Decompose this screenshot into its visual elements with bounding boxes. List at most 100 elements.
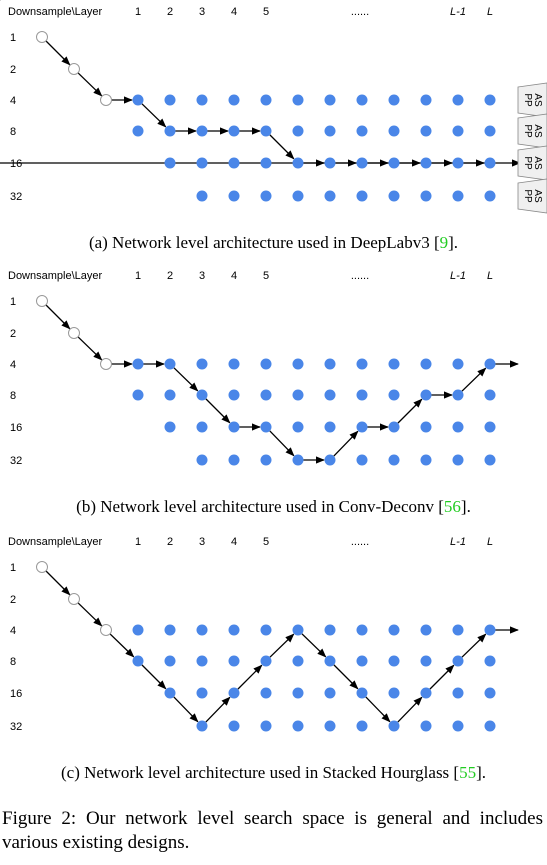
path-edge (45, 40, 71, 66)
figure-caption: Figure 2: Our network level search space… (2, 808, 543, 853)
downsample-row-label: 8 (10, 656, 16, 668)
cell-node (484, 687, 496, 699)
cell-node (292, 687, 304, 699)
panel-c-citation[interactable]: 55 (459, 763, 477, 782)
downsample-row-label: 16 (10, 688, 22, 700)
cell-node (260, 358, 272, 370)
header-layer-label: 1 (135, 6, 141, 18)
panel-b-citation[interactable]: 56 (443, 497, 461, 516)
header-layer-label: L-1 (450, 6, 466, 18)
cell-node (420, 94, 432, 106)
cell-node (452, 389, 464, 401)
cell-node (452, 655, 464, 667)
header-layer-label: 2 (167, 270, 173, 282)
header-layer-label: 2 (167, 6, 173, 18)
header-layer-label: 1 (135, 536, 141, 548)
cell-node (228, 421, 240, 433)
cell-node (324, 125, 336, 137)
cell-node (452, 125, 464, 137)
cell-node (356, 720, 368, 732)
cell-node (292, 720, 304, 732)
header-layer-label: 4 (231, 6, 237, 18)
panel-a-caption: (a) Network level architecture used in D… (0, 233, 547, 253)
cell-node (452, 358, 464, 370)
cell-node (388, 720, 400, 732)
path-edge (429, 664, 455, 690)
path-edge (173, 696, 199, 723)
panel-b-conv-deconv: Downsample\Layer 1 2 3 4 5...... L-1 L 1 2 4 8 16 32 (0, 264, 547, 494)
header-layer-label: L-1 (450, 270, 466, 282)
cell-node (484, 157, 496, 169)
panel-a-deeplabv3: Downsample\Layer 1 2 3 4 5...... L-1 L 1 2 4 8 16 32 A… (0, 0, 547, 230)
cell-node (292, 157, 304, 169)
aspp-box: ASPP (517, 178, 547, 214)
aspp-label: ASPP (522, 93, 543, 107)
stem-node (100, 94, 112, 106)
cell-node (164, 157, 176, 169)
path-edge (269, 134, 295, 160)
header-corner-label: Downsample\Layer (8, 536, 102, 548)
cell-node (420, 624, 432, 636)
cell-node (228, 358, 240, 370)
cell-node (420, 389, 432, 401)
downsample-row-label: 8 (10, 126, 16, 138)
aspp-box: ASPP (517, 145, 547, 181)
aspp-label: ASPP (522, 189, 543, 203)
cell-node (356, 624, 368, 636)
cell-node (196, 94, 208, 106)
panel-c-caption-end: ]. (476, 763, 487, 782)
cell-node (452, 94, 464, 106)
cell-node (196, 125, 208, 137)
header-corner-label: Downsample\Layer (8, 270, 102, 282)
header-layer-label: 1 (135, 270, 141, 282)
cell-node (260, 655, 272, 667)
downsample-row-label: 4 (10, 625, 16, 637)
panel-a-caption-end: ]. (448, 233, 459, 252)
cell-node (484, 125, 496, 137)
cell-node (420, 421, 432, 433)
cell-node (324, 157, 336, 169)
panel-b-caption-text: (b) Network level architecture used in C… (76, 497, 444, 516)
downsample-row-label: 2 (10, 328, 16, 340)
downsample-row-label: 1 (10, 562, 16, 574)
cell-node (388, 624, 400, 636)
cell-node (420, 454, 432, 466)
panel-a-citation[interactable]: 9 (439, 233, 449, 252)
cell-node (164, 624, 176, 636)
cell-node (484, 94, 496, 106)
path-edge (77, 72, 103, 97)
cell-node (164, 358, 176, 370)
cell-node (196, 720, 208, 732)
header-layer-label: ...... (351, 6, 369, 18)
cell-node (356, 125, 368, 137)
stem-node (68, 327, 80, 339)
cell-node (132, 125, 144, 137)
stem-node (100, 624, 112, 636)
cell-node (260, 190, 272, 202)
cell-node (324, 389, 336, 401)
header-layer-label: ...... (351, 270, 369, 282)
downsample-row-label: 4 (10, 359, 16, 371)
cell-node (196, 421, 208, 433)
downsample-row-label: 32 (10, 191, 22, 203)
cell-node (356, 157, 368, 169)
cell-node (356, 389, 368, 401)
cell-node (452, 687, 464, 699)
path-edge (461, 367, 487, 392)
cell-node (228, 687, 240, 699)
cell-node (452, 720, 464, 732)
stem-node (100, 358, 112, 370)
cell-node (356, 421, 368, 433)
cell-node (164, 421, 176, 433)
aspp-box: ASPP (517, 113, 547, 149)
cell-node (356, 655, 368, 667)
cell-node (228, 454, 240, 466)
cell-node (484, 421, 496, 433)
panel-b-caption: (b) Network level architecture used in C… (0, 497, 547, 517)
cell-node (356, 454, 368, 466)
panel-b-caption-end: ]. (460, 497, 471, 516)
path-edge (461, 633, 487, 658)
path-edge (45, 570, 71, 596)
panel-c-caption-text: (c) Network level architecture used in S… (60, 763, 460, 782)
cell-node (196, 190, 208, 202)
